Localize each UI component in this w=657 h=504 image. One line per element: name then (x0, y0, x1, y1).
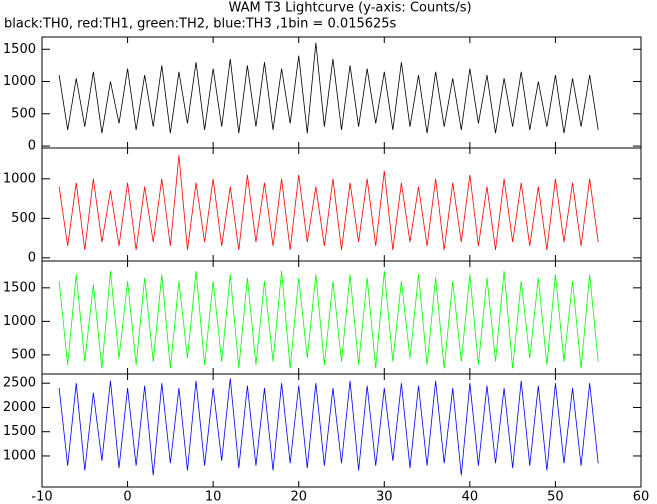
panel-frame (41, 147, 642, 262)
y-tick-label: 500 (11, 211, 36, 226)
x-tick-label: 50 (547, 490, 564, 504)
y-tick-label: 0 (28, 139, 36, 154)
x-tick-label: -10 (31, 490, 52, 504)
x-tick-label: 10 (205, 490, 222, 504)
y-tick-label: 1500 (3, 42, 36, 57)
lightcurve (58, 42, 599, 134)
y-tick-label: 0 (28, 250, 36, 265)
x-tick-label: 60 (633, 490, 650, 504)
y-tick-label: 500 (11, 347, 36, 362)
x-tick-label: 20 (290, 490, 307, 504)
y-tick-label: 2000 (3, 400, 36, 415)
chart-subtitle: black:TH0, red:TH1, green:TH2, blue:TH3 … (4, 17, 397, 32)
chart-title: WAM T3 Lightcurve (y-axis: Counts/s) (228, 1, 471, 16)
y-tick-label: 1500 (3, 424, 36, 439)
y-tick-label: 1000 (3, 448, 36, 463)
y-tick-label: 1000 (3, 314, 36, 329)
y-tick-label: 500 (11, 106, 36, 121)
x-tick-label: 40 (462, 490, 479, 504)
y-tick-label: 1000 (3, 171, 36, 186)
panel-frame (41, 36, 642, 149)
lightcurve (58, 271, 599, 369)
y-tick-label: 1000 (3, 74, 36, 89)
lightcurve (58, 155, 599, 250)
y-tick-label: 2500 (3, 376, 36, 391)
y-tick-label: 1500 (3, 280, 36, 295)
x-tick-label: 0 (123, 490, 131, 504)
panel-frame (41, 373, 642, 488)
x-tick-label: 30 (376, 490, 393, 504)
lightcurve (58, 378, 599, 476)
